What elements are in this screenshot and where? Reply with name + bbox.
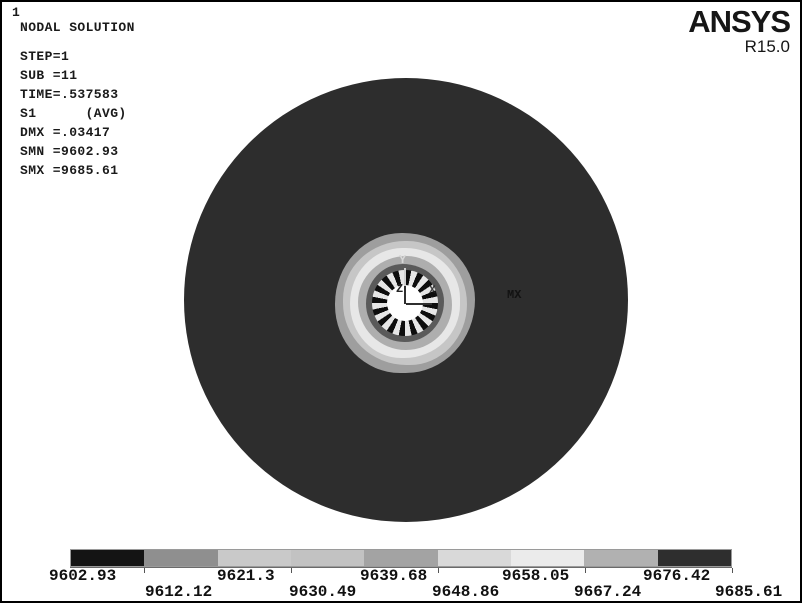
info-time: TIME=.537583 <box>20 87 119 102</box>
info-step: STEP=1 <box>20 49 70 64</box>
info-smn: SMN =9602.93 <box>20 144 119 159</box>
window-number: 1 <box>12 5 20 20</box>
legend-value-label: 9602.93 <box>49 567 117 585</box>
legend-tick <box>291 568 292 573</box>
y-axis-line-lower <box>404 286 406 304</box>
legend-value-label: 9648.86 <box>432 583 500 601</box>
max-location-marker: MX <box>507 288 522 302</box>
legend-band <box>657 550 731 566</box>
legend-colorbar <box>70 549 732 567</box>
info-result: S1 (AVG) <box>20 106 127 121</box>
info-dmx: DMX =.03417 <box>20 125 111 140</box>
info-substep: SUB =11 <box>20 68 78 83</box>
legend-tick <box>144 568 145 573</box>
legend-band <box>144 550 218 566</box>
legend-band <box>217 550 291 566</box>
solution-info-block: STEP=1 SUB =11 TIME=.537583 S1 (AVG) DMX… <box>20 47 127 180</box>
x-axis-line <box>406 303 432 305</box>
legend-value-label: 9685.61 <box>715 583 783 601</box>
legend-tick <box>732 568 733 573</box>
z-axis-label: Z <box>396 282 404 296</box>
legend-value-label: 9630.49 <box>289 583 357 601</box>
legend-band <box>510 550 585 566</box>
legend-tick <box>438 568 439 573</box>
x-axis-label: X <box>429 285 436 297</box>
legend-band <box>584 550 658 566</box>
legend-value-label: 9676.42 <box>643 567 711 585</box>
plot-title: NODAL SOLUTION <box>20 20 135 35</box>
legend-value-label: 9667.24 <box>574 583 642 601</box>
ansys-logo: ANSYS R15.0 <box>688 4 791 56</box>
legend-band <box>290 550 365 566</box>
legend-band <box>364 550 438 566</box>
legend-band <box>71 550 145 566</box>
legend-band <box>437 550 511 566</box>
y-axis-label: Y <box>399 253 407 267</box>
legend-tick <box>585 568 586 573</box>
legend-value-label: 9658.05 <box>502 567 570 585</box>
legend-value-label: 9612.12 <box>145 583 213 601</box>
legend-value-label: 9621.3 <box>217 567 275 585</box>
y-axis-line <box>404 268 406 286</box>
ansys-brand-text: ANSYS <box>688 4 791 39</box>
info-smx: SMX =9685.61 <box>20 163 119 178</box>
ansys-version-text: R15.0 <box>744 37 790 56</box>
legend-value-label: 9639.68 <box>360 567 428 585</box>
